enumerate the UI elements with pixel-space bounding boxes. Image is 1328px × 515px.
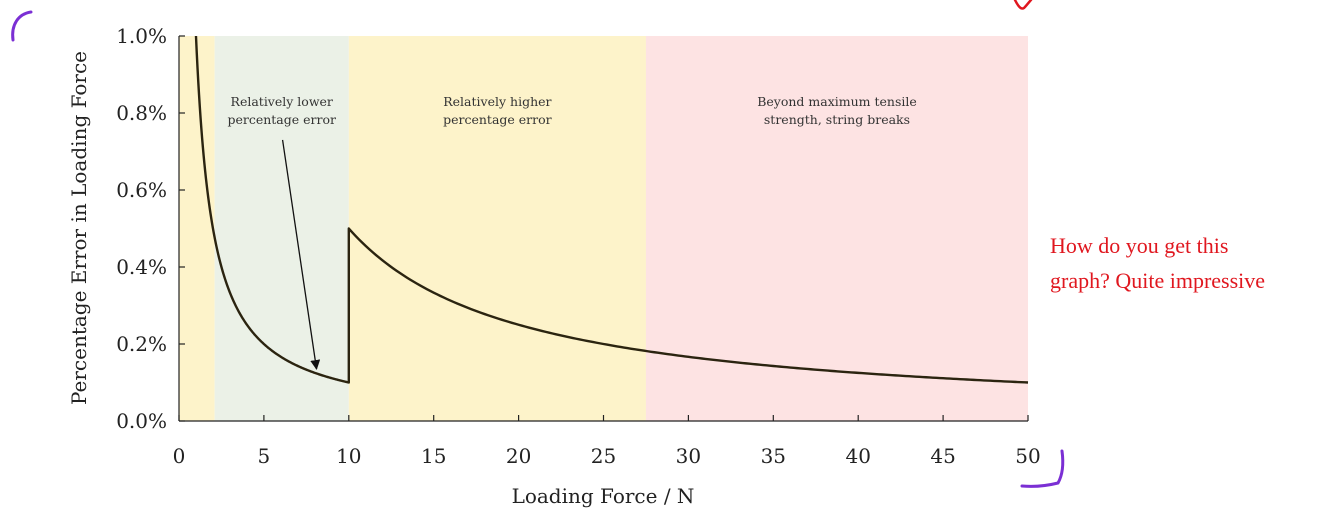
x-tick-label: 40 bbox=[845, 444, 870, 468]
ink-mark-bottom-right bbox=[1020, 449, 1065, 488]
x-tick-label: 45 bbox=[930, 444, 955, 468]
ink-mark-top-left bbox=[11, 10, 33, 42]
region-label-2-1: percentage error bbox=[443, 112, 552, 127]
series-line-0 bbox=[194, 35, 1029, 384]
x-axis-title: Loading Force / N bbox=[512, 484, 695, 508]
error-curve bbox=[194, 35, 1029, 384]
comment-line-2: graph? Quite impressive bbox=[1050, 268, 1266, 293]
x-tick-label: 15 bbox=[421, 444, 446, 468]
region-0 bbox=[179, 36, 215, 421]
ink-mark-top-right bbox=[1013, 0, 1033, 10]
tick-marks: 0 5 10 15 20 25 30 35 40 45 50 0.0% 0.2% 0.4% 0.6% 0.8%… bbox=[116, 24, 1041, 468]
region-2 bbox=[348, 36, 646, 421]
shaded-regions bbox=[179, 36, 1028, 421]
x-tick-label: 50 bbox=[1015, 444, 1040, 468]
y-tick-label: 0.8% bbox=[116, 101, 167, 125]
x-tick-label: 5 bbox=[258, 444, 271, 468]
annotation-arrow bbox=[281, 139, 321, 371]
x-tick-label: 0 bbox=[173, 444, 186, 468]
x-tick-label: 20 bbox=[506, 444, 531, 468]
x-tick-label: 10 bbox=[336, 444, 361, 468]
y-tick-label: 0.6% bbox=[116, 178, 167, 202]
x-tick-label: 25 bbox=[591, 444, 616, 468]
y-tick-label: 0.0% bbox=[116, 409, 167, 433]
y-tick-label: 0.2% bbox=[116, 332, 167, 356]
y-tick-label: 0.4% bbox=[116, 255, 167, 279]
region-label-3-1: strength, string breaks bbox=[764, 112, 910, 127]
region-3 bbox=[645, 36, 1028, 421]
region-labels: Relatively lower percentage error Relative… bbox=[227, 94, 916, 127]
x-tick-label: 35 bbox=[761, 444, 786, 468]
comment-line-1: How do you get this bbox=[1050, 233, 1229, 258]
region-label-2-0: Relatively higher bbox=[443, 94, 551, 109]
region-label-3-0: Beyond maximum tensile bbox=[757, 94, 917, 109]
x-tick-label: 30 bbox=[676, 444, 701, 468]
region-label-1-1: percentage error bbox=[227, 112, 336, 127]
y-tick-label: 1.0% bbox=[116, 24, 167, 48]
handwritten-comment: How do you get this graph? Quite impress… bbox=[1050, 228, 1328, 298]
y-axis-title: Percentage Error in Loading Force bbox=[67, 51, 91, 405]
region-label-1-0: Relatively lower bbox=[231, 94, 333, 109]
